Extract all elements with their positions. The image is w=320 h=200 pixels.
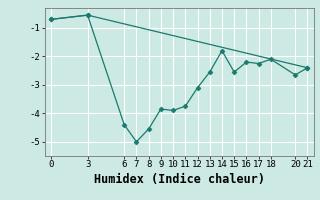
X-axis label: Humidex (Indice chaleur): Humidex (Indice chaleur) xyxy=(94,173,265,186)
